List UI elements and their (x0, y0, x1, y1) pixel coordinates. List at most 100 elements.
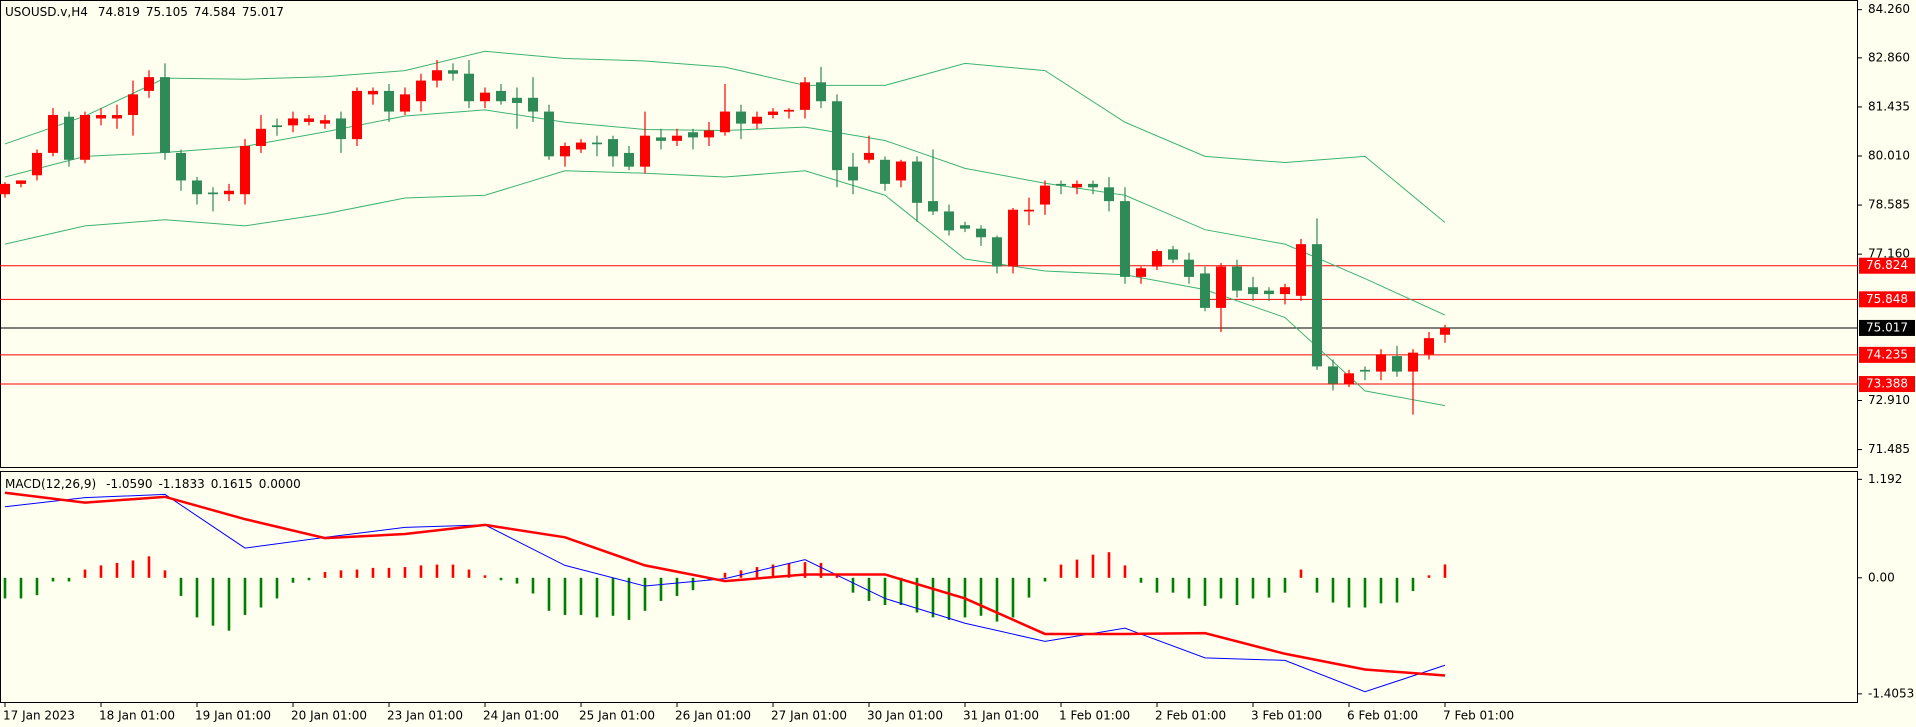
level-label-bg (1859, 291, 1915, 308)
histogram-bar (819, 562, 823, 578)
histogram-bar (659, 577, 663, 601)
candle-body (912, 161, 922, 203)
x-tick-label: 7 Feb 01:00 (1443, 709, 1514, 723)
x-tick-label: 19 Jan 01:00 (195, 709, 271, 723)
histogram-bar (771, 564, 775, 578)
candle-body (1264, 290, 1274, 295)
header-value: 74.584 (194, 5, 236, 19)
candle-body (944, 211, 954, 231)
candle-body (448, 70, 458, 74)
candle-body (544, 111, 554, 157)
histogram-bar (1299, 569, 1303, 578)
candle-body (1392, 356, 1402, 372)
candle-body (496, 90, 506, 102)
histogram-bar (147, 556, 151, 578)
header-value: -1.1833 (158, 477, 204, 491)
candle-body (832, 101, 842, 171)
histogram-bar (867, 577, 871, 601)
histogram-bar (99, 565, 103, 578)
histogram-bar (419, 565, 423, 578)
histogram-bar (611, 577, 615, 616)
candle-body (1232, 266, 1242, 291)
level-label: 74.235 (1866, 347, 1908, 361)
histogram-bar (1187, 577, 1191, 599)
candle-body (672, 135, 682, 141)
histogram-bar (547, 577, 551, 611)
y-tick-label: 78.585 (1868, 198, 1910, 212)
histogram-bar (579, 577, 583, 615)
candle-body (1008, 209, 1018, 267)
histogram-bar (291, 577, 295, 583)
candle-body (176, 152, 186, 181)
candle-body (1168, 249, 1178, 260)
histogram-bar (1219, 577, 1223, 599)
histogram-bar (1011, 577, 1015, 618)
candle-body (96, 115, 106, 119)
candle-body (704, 130, 714, 138)
histogram-bar (451, 564, 455, 578)
candle-body (976, 228, 986, 238)
candle-body (784, 109, 794, 112)
histogram-bar (899, 577, 903, 606)
candle-body (592, 142, 602, 145)
candle-body (416, 80, 426, 102)
candle-body (288, 118, 298, 126)
histogram-bar (723, 572, 727, 578)
candle-body (1424, 338, 1434, 355)
candle-body (400, 94, 410, 112)
histogram-bar (211, 577, 215, 626)
candle-body (880, 159, 890, 184)
histogram-bar (1427, 575, 1431, 578)
candle-body (32, 152, 42, 176)
candle-body (816, 82, 826, 102)
y-tick-label: 0.00 (1868, 570, 1895, 584)
histogram-bar (243, 577, 247, 615)
candle-body (304, 118, 314, 122)
candle-body (1024, 209, 1034, 212)
histogram-bar (67, 577, 71, 582)
candle-body (640, 135, 650, 167)
x-tick-label: 23 Jan 01:00 (387, 709, 463, 723)
level-label-bg (1859, 376, 1915, 393)
candle-body (1136, 268, 1146, 277)
histogram-bar (1203, 577, 1207, 606)
candle-body (848, 166, 858, 181)
histogram-bar (131, 560, 135, 578)
candle-body (352, 90, 362, 140)
candle-body (80, 115, 90, 160)
candle-body (272, 125, 282, 128)
histogram-bar (755, 567, 759, 578)
level-label-bg (1859, 257, 1915, 274)
candle-body (1216, 266, 1226, 308)
y-tick-label: 81.435 (1868, 99, 1910, 113)
histogram-bar (915, 577, 919, 613)
candle-body (928, 201, 938, 212)
candle-body (1088, 183, 1098, 188)
candle-body (320, 120, 330, 124)
histogram-bar (19, 577, 23, 599)
header-value: 0.0000 (259, 477, 301, 491)
candle-body (336, 118, 346, 140)
histogram-bar (83, 569, 87, 578)
histogram-bar (1091, 554, 1095, 578)
level-label-bg (1859, 319, 1915, 336)
candle-body (688, 132, 698, 138)
candle-body (48, 115, 58, 153)
candle-body (464, 73, 474, 102)
x-tick-label: 31 Jan 01:00 (963, 709, 1039, 723)
candle-body (768, 111, 778, 116)
histogram-bar (179, 577, 183, 596)
x-tick-label: 25 Jan 01:00 (579, 709, 655, 723)
macd-line (4, 491, 1446, 677)
candle-body (1120, 201, 1130, 277)
price-panel (0, 0, 1858, 468)
histogram-bar (531, 577, 535, 594)
candle-body (384, 90, 394, 112)
histogram-bar (1171, 577, 1175, 593)
histogram-bar (1123, 565, 1127, 578)
histogram-bar (1043, 577, 1047, 582)
candle-body (160, 77, 170, 153)
candle-body (112, 115, 122, 119)
x-tick-label: 27 Jan 01:00 (771, 709, 847, 723)
macd-line (4, 493, 1446, 693)
